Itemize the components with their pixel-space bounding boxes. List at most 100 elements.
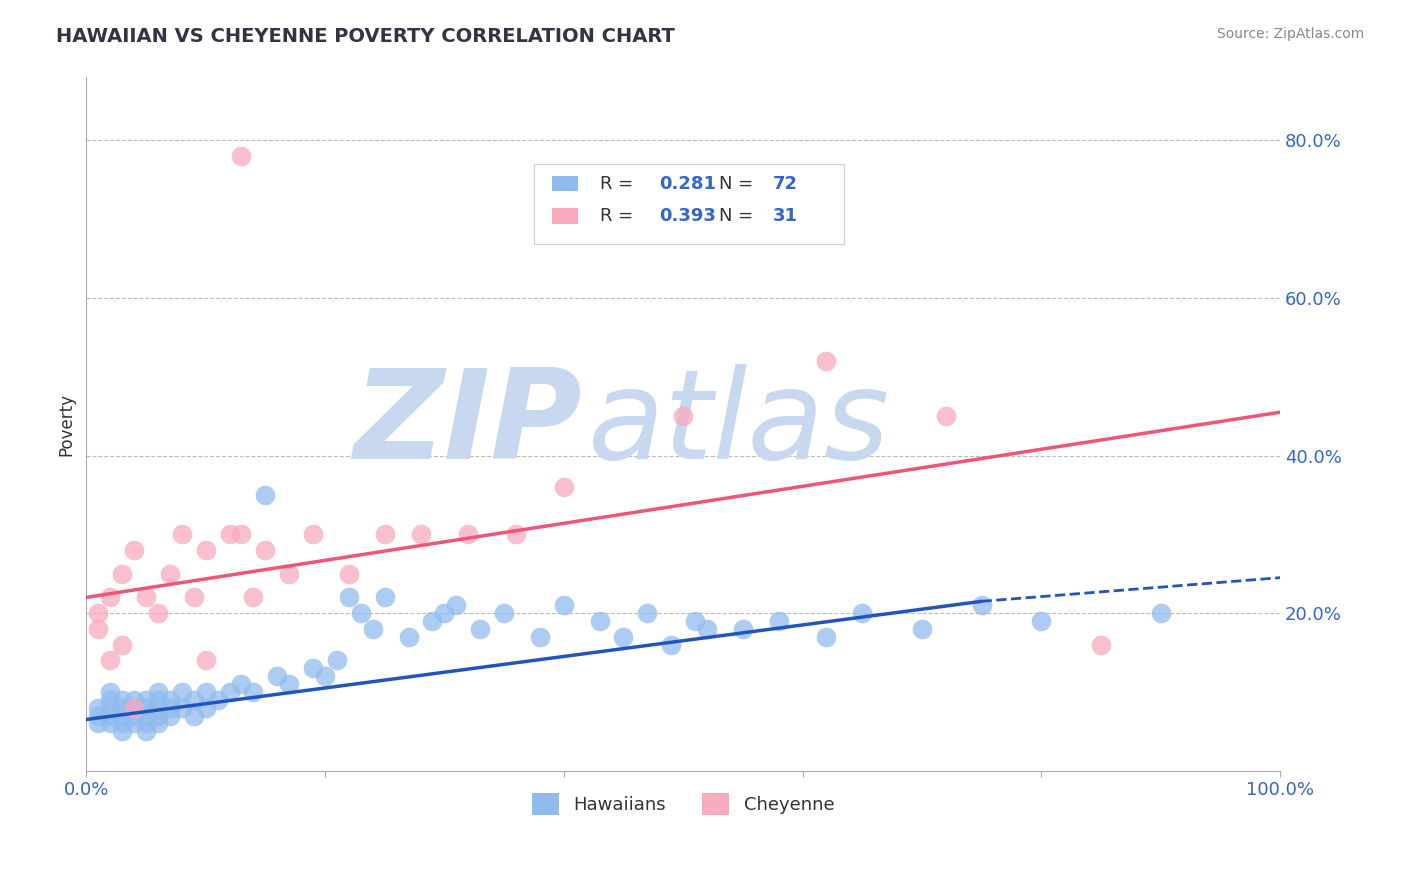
- Point: [159, 700, 181, 714]
- Point: [409, 527, 432, 541]
- Point: [98, 708, 121, 723]
- Point: [122, 543, 145, 558]
- Point: [170, 700, 193, 714]
- Point: [683, 614, 706, 628]
- Point: [146, 693, 169, 707]
- Point: [254, 543, 277, 558]
- Point: [911, 622, 934, 636]
- Point: [98, 716, 121, 731]
- Point: [457, 527, 479, 541]
- Point: [588, 614, 610, 628]
- Point: [122, 693, 145, 707]
- Point: [1031, 614, 1053, 628]
- Point: [135, 591, 157, 605]
- Point: [231, 149, 253, 163]
- Bar: [553, 176, 578, 191]
- Point: [361, 622, 384, 636]
- Point: [194, 653, 217, 667]
- Point: [659, 638, 682, 652]
- Point: [122, 708, 145, 723]
- Point: [111, 700, 134, 714]
- Point: [159, 708, 181, 723]
- Point: [350, 606, 373, 620]
- Point: [146, 708, 169, 723]
- Point: [815, 354, 838, 368]
- Point: [98, 693, 121, 707]
- Point: [194, 685, 217, 699]
- Text: R =: R =: [599, 175, 638, 193]
- Point: [183, 708, 205, 723]
- Text: atlas: atlas: [588, 364, 890, 484]
- Point: [768, 614, 790, 628]
- Text: Source: ZipAtlas.com: Source: ZipAtlas.com: [1216, 27, 1364, 41]
- Point: [87, 716, 110, 731]
- Point: [242, 685, 264, 699]
- Text: 0.393: 0.393: [659, 207, 716, 225]
- Point: [135, 716, 157, 731]
- Point: [672, 409, 695, 424]
- Point: [218, 685, 240, 699]
- Point: [278, 566, 301, 581]
- Point: [135, 708, 157, 723]
- Point: [1150, 606, 1173, 620]
- Point: [194, 700, 217, 714]
- Point: [170, 685, 193, 699]
- Point: [374, 591, 396, 605]
- Point: [111, 708, 134, 723]
- Point: [87, 700, 110, 714]
- Point: [337, 591, 360, 605]
- Point: [111, 638, 134, 652]
- Point: [254, 488, 277, 502]
- Point: [135, 724, 157, 739]
- Point: [505, 527, 527, 541]
- Point: [242, 591, 264, 605]
- Point: [170, 527, 193, 541]
- Point: [146, 716, 169, 731]
- Point: [731, 622, 754, 636]
- Point: [314, 669, 336, 683]
- Point: [146, 685, 169, 699]
- Point: [851, 606, 873, 620]
- Point: [98, 653, 121, 667]
- Text: ZIP: ZIP: [353, 364, 582, 484]
- Point: [111, 716, 134, 731]
- Point: [135, 693, 157, 707]
- Point: [111, 693, 134, 707]
- Point: [98, 700, 121, 714]
- Point: [529, 630, 551, 644]
- Point: [98, 591, 121, 605]
- Text: HAWAIIAN VS CHEYENNE POVERTY CORRELATION CHART: HAWAIIAN VS CHEYENNE POVERTY CORRELATION…: [56, 27, 675, 45]
- Bar: [553, 209, 578, 224]
- Point: [553, 480, 575, 494]
- Point: [553, 599, 575, 613]
- Y-axis label: Poverty: Poverty: [58, 392, 75, 456]
- Point: [433, 606, 456, 620]
- Point: [278, 677, 301, 691]
- Text: N =: N =: [718, 207, 759, 225]
- Point: [146, 606, 169, 620]
- Point: [146, 700, 169, 714]
- Point: [183, 693, 205, 707]
- Point: [122, 716, 145, 731]
- Text: 0.281: 0.281: [659, 175, 716, 193]
- Point: [696, 622, 718, 636]
- Point: [87, 622, 110, 636]
- Point: [98, 685, 121, 699]
- Point: [159, 693, 181, 707]
- Point: [122, 700, 145, 714]
- Point: [302, 527, 325, 541]
- Point: [398, 630, 420, 644]
- Point: [446, 599, 468, 613]
- Point: [135, 700, 157, 714]
- Point: [636, 606, 658, 620]
- Point: [337, 566, 360, 581]
- Text: N =: N =: [718, 175, 759, 193]
- Point: [374, 527, 396, 541]
- Point: [494, 606, 516, 620]
- Point: [87, 606, 110, 620]
- Text: R =: R =: [599, 207, 638, 225]
- Point: [326, 653, 349, 667]
- Legend: Hawaiians, Cheyenne: Hawaiians, Cheyenne: [523, 784, 844, 824]
- Point: [612, 630, 634, 644]
- Point: [935, 409, 957, 424]
